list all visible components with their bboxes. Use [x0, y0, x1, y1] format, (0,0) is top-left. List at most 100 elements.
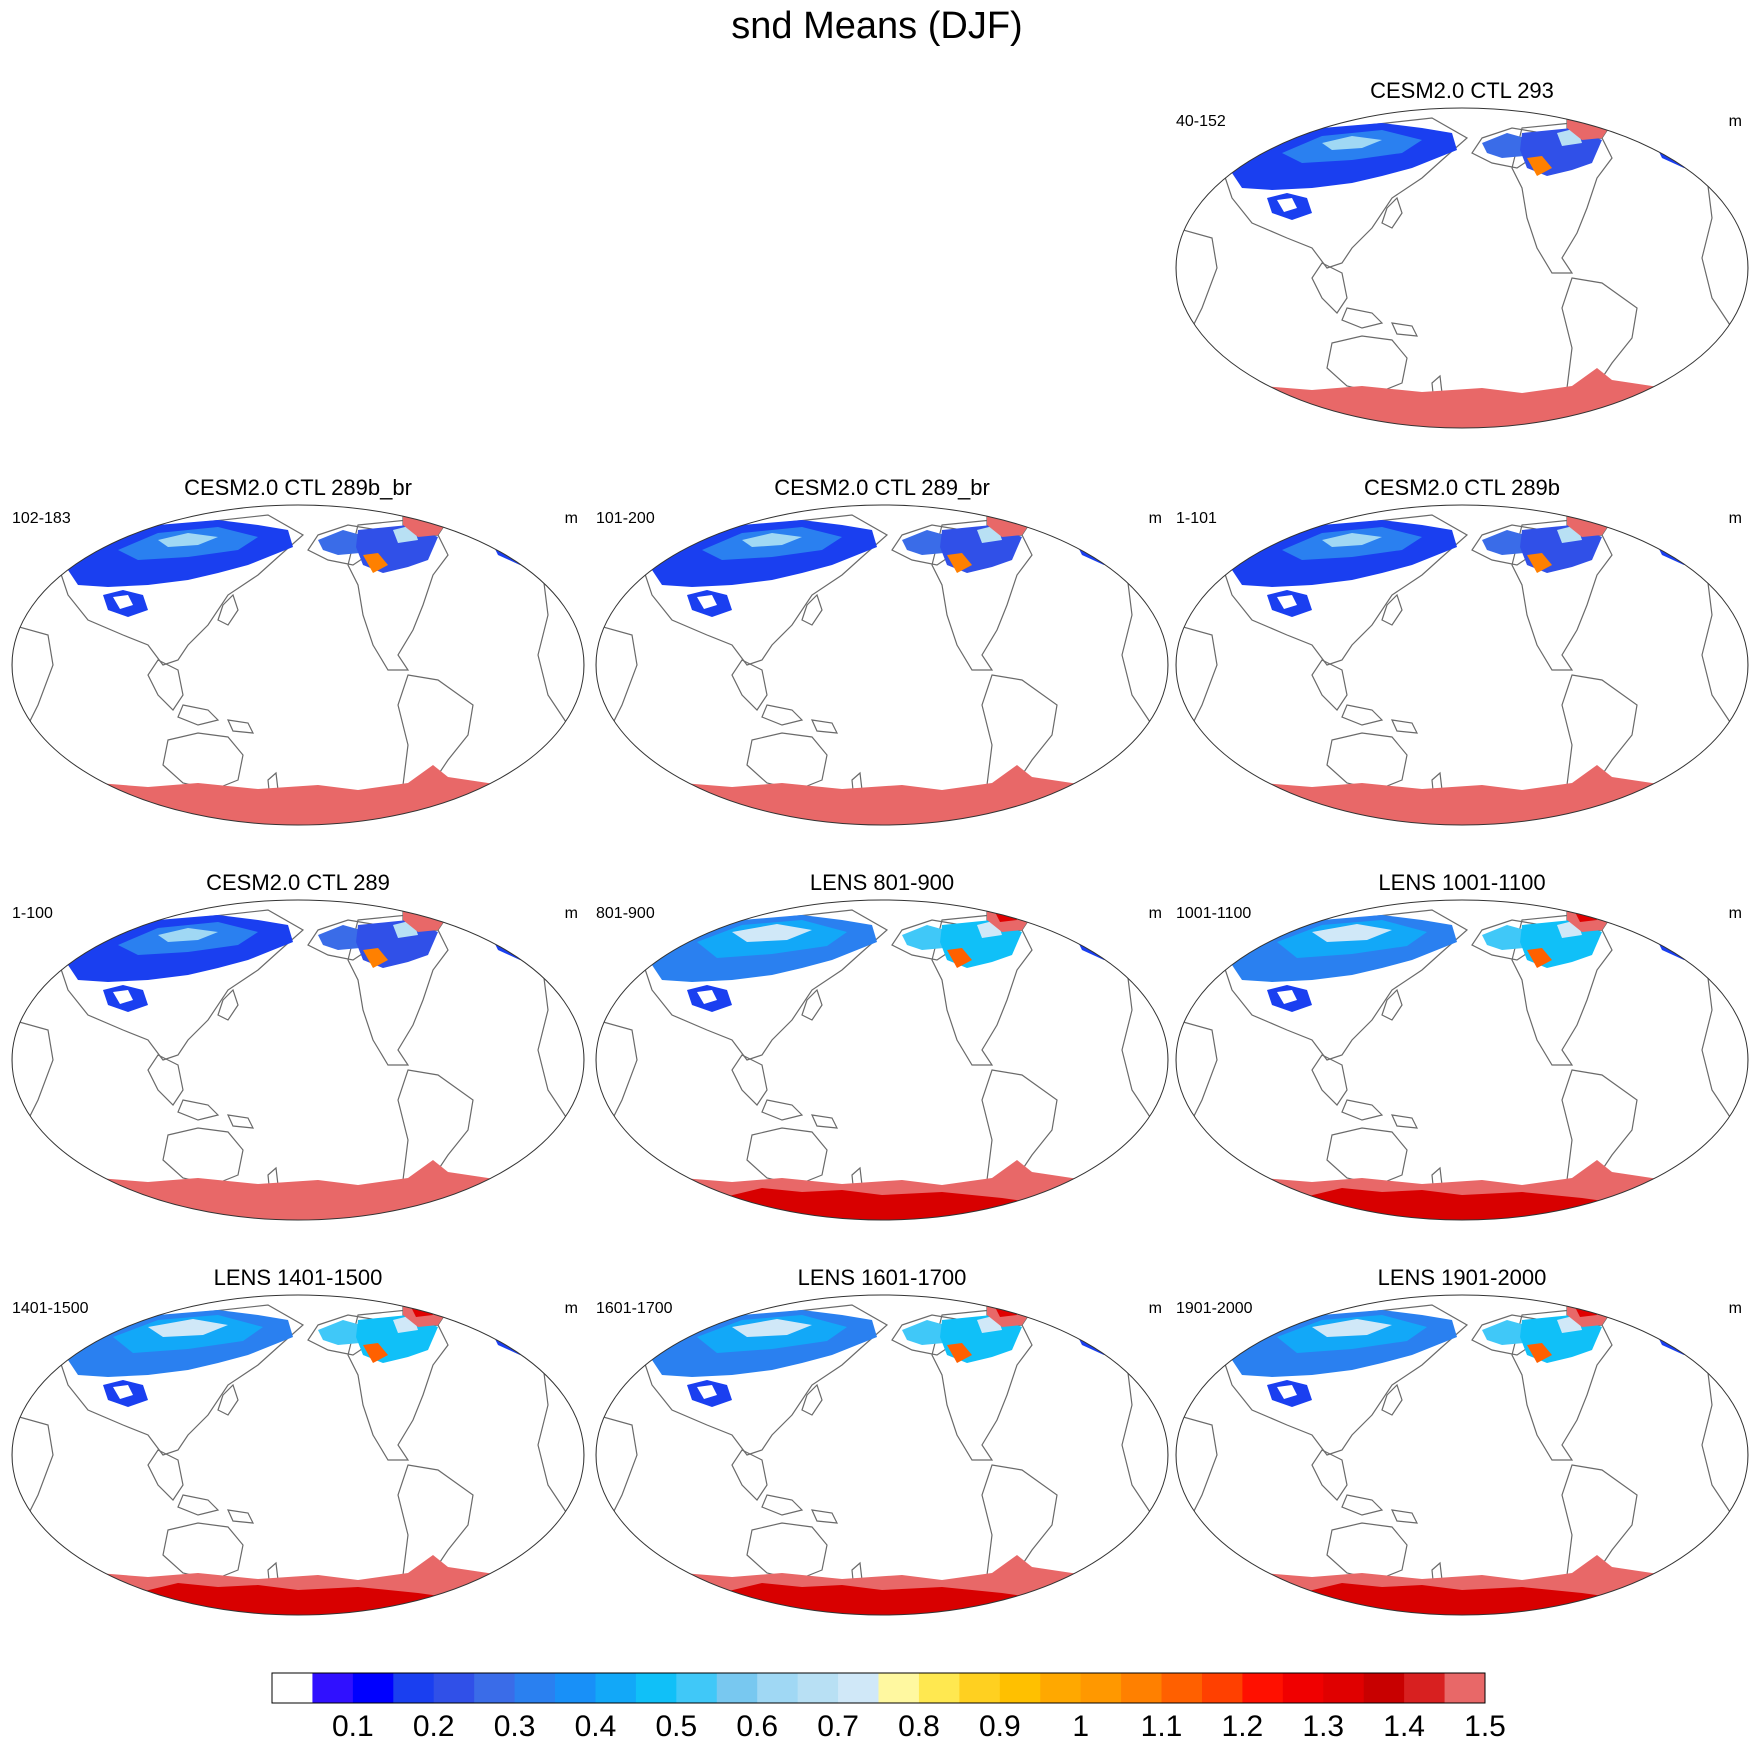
map-border [11, 1294, 585, 1616]
colorbar-swatch [999, 1673, 1041, 1703]
colorbar-swatch [312, 1673, 354, 1703]
antarctica-field [98, 1160, 518, 1220]
panel-years: 1-101 [1176, 510, 1217, 527]
panel-title: LENS 1901-2000 [1378, 1265, 1547, 1290]
colorbar-tick-label: 0.4 [575, 1710, 617, 1738]
panel-title: LENS 1401-1500 [214, 1265, 383, 1290]
panel-units: m [565, 905, 578, 922]
map-border [595, 504, 1169, 826]
colorbar-swatch [1040, 1673, 1082, 1703]
colorbar-tick-label: 1.2 [1222, 1710, 1264, 1738]
panel-title: CESM2.0 CTL 289b [1364, 475, 1560, 500]
map-projection [595, 504, 1169, 826]
panel-units: m [1729, 905, 1742, 922]
panel-units: m [1729, 113, 1742, 130]
antarctica-field [98, 765, 518, 825]
colorbar-swatch [959, 1673, 1001, 1703]
colorbar-swatch [838, 1673, 879, 1703]
colorbar-swatch [797, 1673, 839, 1703]
colorbar-tick-label: 1 [1072, 1710, 1089, 1738]
colorbar-swatch [878, 1673, 920, 1703]
panel-units: m [565, 1300, 578, 1317]
snow-depth-field [68, 1297, 533, 1407]
colorbar-frame [271, 1672, 1486, 1704]
panel-title: CESM2.0 CTL 289 [206, 870, 390, 895]
colorbar-swatch [676, 1673, 718, 1703]
map-projection [1175, 1294, 1749, 1616]
snow-depth-field [68, 902, 533, 1012]
antarctica-field [1262, 765, 1682, 825]
panel-units: m [1729, 1300, 1742, 1317]
colorbar-swatch [393, 1673, 435, 1703]
panel-units: m [1149, 905, 1162, 922]
colorbar-tick-label: 1.5 [1464, 1710, 1506, 1738]
snow-depth-field [1232, 902, 1697, 1012]
map-border [11, 899, 585, 1221]
map-panel: CESM2.0 CTL 289b 1-101 m [1175, 475, 1749, 826]
panel-units: m [1149, 1300, 1162, 1317]
colorbar-swatch [272, 1673, 313, 1703]
map-panel: LENS 801-900 801-900 m [595, 870, 1169, 1221]
panel-units: m [1729, 510, 1742, 527]
map-projection [1175, 504, 1749, 826]
panel-title: LENS 1001-1100 [1378, 870, 1545, 895]
snow-depth-field [68, 507, 533, 617]
colorbar-tick-label: 0.5 [655, 1710, 697, 1738]
map-panel: LENS 1001-1100 1001-1100 m [1175, 870, 1749, 1221]
map-projection [11, 1294, 585, 1616]
panel-years: 1601-1700 [596, 1300, 673, 1317]
map-panel: LENS 1901-2000 1901-2000 m [1175, 1265, 1749, 1616]
panel-title: CESM2.0 CTL 289_br [774, 475, 990, 500]
colorbar-tick-label: 1.1 [1141, 1710, 1183, 1738]
colorbar-swatch [1161, 1673, 1203, 1703]
colorbar-tick-label: 0.2 [413, 1710, 455, 1738]
map-projection [595, 1294, 1169, 1616]
colorbar-swatch [474, 1673, 516, 1703]
colorbar-swatch [433, 1673, 475, 1703]
map-border [595, 899, 1169, 1221]
map-panel: CESM2.0 CTL 289_br 101-200 m [595, 475, 1169, 826]
map-panel: CESM2.0 CTL 289 1-100 m [11, 870, 585, 1221]
snow-depth-field [1232, 1297, 1697, 1407]
panel-years: 1001-1100 [1176, 905, 1251, 922]
map-projection [595, 899, 1169, 1221]
colorbar-swatch [1444, 1673, 1486, 1703]
map-projection [1175, 107, 1749, 429]
panel-years: 102-183 [12, 510, 71, 527]
snow-depth-field [652, 1297, 1117, 1407]
colorbar-swatch [555, 1673, 596, 1703]
snow-depth-field [1232, 507, 1697, 617]
map-panel: CESM2.0 CTL 293 40-152 m [1175, 78, 1749, 429]
colorbar-swatch [1080, 1673, 1122, 1703]
colorbar-swatch [514, 1673, 556, 1703]
panel-years: 40-152 [1176, 113, 1226, 130]
colorbar-tick-label: 1.3 [1302, 1710, 1344, 1738]
panel-units: m [565, 510, 578, 527]
colorbar-tick-label: 0.3 [494, 1710, 536, 1738]
colorbar-swatch [1323, 1673, 1365, 1703]
colorbar-swatch [1404, 1673, 1446, 1703]
colorbar-tick-label: 0.7 [817, 1710, 859, 1738]
panel-years: 1-100 [12, 905, 53, 922]
snow-depth-field [1232, 110, 1697, 220]
colorbar-swatch [595, 1673, 637, 1703]
map-panel: LENS 1601-1700 1601-1700 m [595, 1265, 1169, 1616]
panel-title: LENS 1601-1700 [798, 1265, 967, 1290]
map-border [11, 504, 585, 826]
panel-title: LENS 801-900 [810, 870, 954, 895]
colorbar-swatch [716, 1673, 758, 1703]
colorbar-tick-label: 0.9 [979, 1710, 1021, 1738]
panel-title: CESM2.0 CTL 293 [1370, 78, 1554, 103]
colorbar-swatch [1121, 1673, 1163, 1703]
panel-years: 1901-2000 [1176, 1300, 1253, 1317]
map-border [1175, 1294, 1749, 1616]
colorbar-tick-label: 1.4 [1383, 1710, 1425, 1738]
colorbar-tick-label: 0.6 [736, 1710, 778, 1738]
colorbar-swatch [635, 1673, 677, 1703]
map-border [1175, 504, 1749, 826]
colorbar-tick-label: 0.1 [332, 1710, 374, 1738]
colorbar: 0.1 0.2 0.3 0.4 0.5 0.6 0.7 0.8 0.9 1 1.1 1.2 1.3 1.4… [271, 1672, 1506, 1738]
map-border [1175, 899, 1749, 1221]
